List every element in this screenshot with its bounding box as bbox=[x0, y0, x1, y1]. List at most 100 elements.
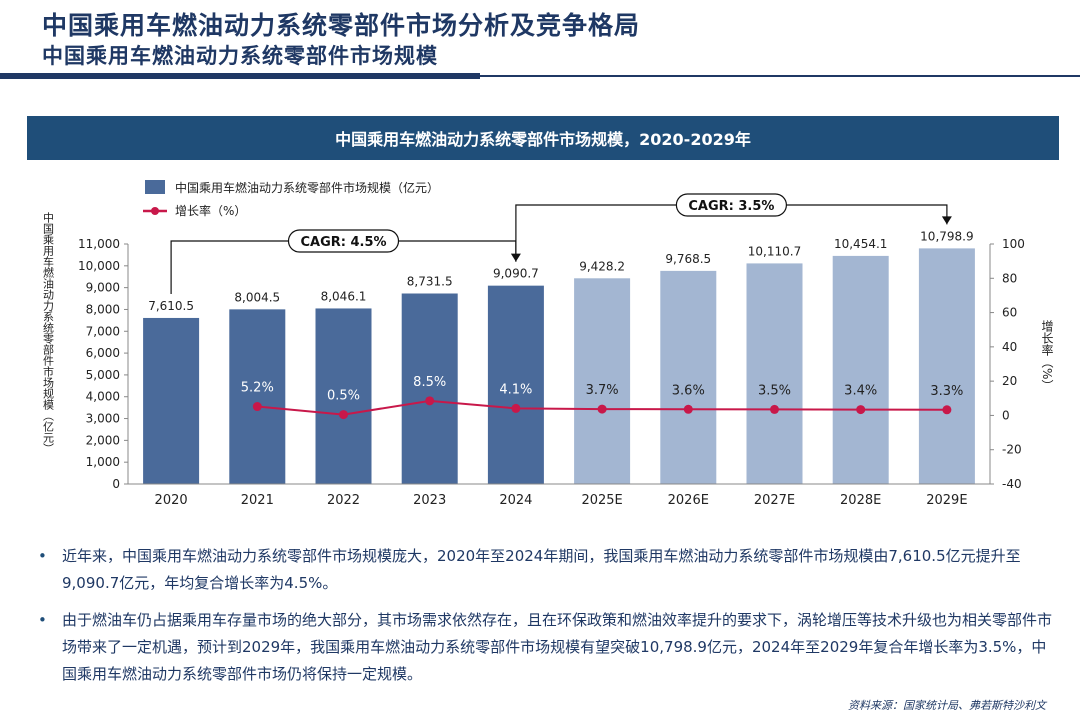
page-subtitle: 中国乘用车燃油动力系统零部件市场规模 bbox=[42, 44, 438, 68]
bar bbox=[918, 248, 975, 484]
x-axis-tick-label: 2023 bbox=[413, 493, 446, 508]
growth-value-label: 8.5% bbox=[413, 375, 446, 390]
bar-value-label: 10,110.7 bbox=[748, 244, 801, 258]
x-axis-tick-label: 2021 bbox=[241, 493, 274, 508]
right-axis: -40 -20 0 20 40 60 80 100 增长率（%） bbox=[989, 237, 1054, 491]
cagr-label: CAGR: 3.5% bbox=[688, 199, 774, 214]
growth-marker bbox=[425, 396, 435, 406]
left-axis-title: 中国乘用车燃油动力系统零部件市场规模（亿元） bbox=[42, 212, 55, 454]
right-axis-tick-label: -20 bbox=[1002, 443, 1022, 457]
bar-series: 7,610.5 8,004.5 8,046.1 8,731.5 9,090.7 9,428… bbox=[143, 229, 975, 484]
left-axis: 0 1,000 2,000 3,000 4,000 5,000 6,000 7,000 8,00… bbox=[42, 212, 129, 491]
bar bbox=[487, 285, 544, 484]
cagr-arrow-icon bbox=[941, 216, 952, 225]
bar-value-label: 9,428.2 bbox=[579, 259, 625, 273]
left-axis-tick-label: 7,000 bbox=[86, 324, 120, 338]
bar bbox=[746, 263, 803, 484]
bar bbox=[832, 255, 889, 484]
x-axis-tick-label: 2028E bbox=[840, 493, 881, 508]
growth-marker bbox=[942, 405, 952, 415]
growth-marker bbox=[770, 404, 779, 414]
bar bbox=[315, 308, 372, 484]
legend-line-label: 增长率（%） bbox=[175, 203, 246, 218]
legend-bar-swatch bbox=[145, 180, 165, 194]
x-axis-tick-label: 2026E bbox=[668, 493, 709, 508]
source-note: 资料来源：国家统计局、弗若斯特沙利文 bbox=[848, 699, 1046, 712]
growth-value-label: 3.6% bbox=[672, 383, 705, 398]
growth-value-label: 5.2% bbox=[241, 381, 274, 396]
right-axis-tick-label: -40 bbox=[1002, 477, 1022, 491]
bar-value-label: 10,798.9 bbox=[920, 229, 973, 243]
growth-value-label: 3.7% bbox=[586, 383, 619, 398]
cagr-label: CAGR: 4.5% bbox=[300, 235, 386, 250]
left-axis-tick-label: 3,000 bbox=[86, 412, 120, 426]
left-axis-tick-label: 8,000 bbox=[86, 302, 120, 316]
x-axis-tick-label: 2027E bbox=[754, 493, 795, 508]
bar bbox=[401, 293, 458, 484]
bar-value-label: 8,004.5 bbox=[234, 290, 280, 304]
right-axis-title: 增长率（%） bbox=[1040, 320, 1054, 392]
right-axis-tick-label: 0 bbox=[1002, 408, 1010, 422]
market-size-chart: 中国乘用车燃油动力系统零部件市场规模（亿元） 增长率（%） 0 1,000 2,000… bbox=[42, 180, 1054, 508]
left-axis-tick-label: 10,000 bbox=[78, 259, 120, 273]
bullet-dot-icon: • bbox=[38, 547, 47, 565]
bullet-text: 由于燃油车仍占据乘用车存量市场的绝大部分，其市场需求依然存在，且在环保政策和燃油… bbox=[62, 611, 1053, 683]
cagr-pill bbox=[675, 193, 788, 217]
left-axis-tick-label: 0 bbox=[112, 477, 120, 491]
left-axis-tick-label: 11,000 bbox=[78, 237, 120, 251]
right-axis-tick-label: 100 bbox=[1002, 237, 1025, 251]
chart-legend: 中国乘用车燃油动力系统零部件市场规模（亿元） 增长率（%） bbox=[143, 180, 439, 218]
header-rule-thin bbox=[480, 75, 1080, 77]
growth-value-label: 3.3% bbox=[930, 384, 963, 399]
bar-value-label: 9,768.5 bbox=[665, 252, 711, 266]
bar-value-label: 7,610.5 bbox=[148, 299, 194, 313]
bar bbox=[574, 278, 631, 484]
bullet-text: 近年来，中国乘用车燃油动力系统零部件市场规模庞大，2020年至2024年期间，我… bbox=[62, 547, 1021, 592]
cagr-annotations: CAGR: 4.5% CAGR: 3.5% bbox=[170, 193, 952, 294]
bullet-item: • 近年来，中国乘用车燃油动力系统零部件市场规模庞大，2020年至2024年期间… bbox=[38, 543, 1058, 597]
bar-value-label: 9,090.7 bbox=[493, 267, 539, 281]
right-axis-tick-label: 60 bbox=[1002, 306, 1017, 320]
legend-line-marker bbox=[151, 207, 159, 215]
bar bbox=[229, 309, 286, 484]
bullet-item: • 由于燃油车仍占据乘用车存量市场的绝大部分，其市场需求依然存在，且在环保政策和… bbox=[38, 607, 1058, 688]
growth-marker bbox=[597, 404, 607, 414]
bullet-list: • 近年来，中国乘用车燃油动力系统零部件市场规模庞大，2020年至2024年期间… bbox=[38, 543, 1058, 698]
growth-marker bbox=[252, 402, 262, 412]
page-title: 中国乘用车燃油动力系统零部件市场分析及竞争格局 bbox=[42, 11, 641, 40]
right-axis-tick-label: 20 bbox=[1002, 374, 1017, 388]
bar-value-label: 8,046.1 bbox=[321, 289, 367, 303]
x-axis: 2020 2021 2022 2023 2024 2025E 2026E 2027E 2028E… bbox=[128, 483, 990, 508]
growth-marker bbox=[339, 410, 348, 420]
chart-title-banner: 中国乘用车燃油动力系统零部件市场规模，2020-2029年 bbox=[27, 116, 1059, 160]
x-axis-tick-label: 2024 bbox=[499, 493, 532, 508]
bullet-dot-icon: • bbox=[38, 611, 47, 629]
growth-marker bbox=[683, 404, 693, 414]
bar bbox=[660, 270, 717, 484]
left-axis-tick-label: 5,000 bbox=[86, 368, 120, 382]
bar-value-label: 10,454.1 bbox=[834, 237, 887, 251]
growth-value-label: 4.1% bbox=[499, 382, 532, 397]
growth-value-label: 0.5% bbox=[327, 389, 360, 404]
bar bbox=[143, 317, 200, 484]
x-axis-tick-label: 2020 bbox=[155, 493, 188, 508]
cagr-pill bbox=[287, 229, 400, 253]
x-axis-tick-label: 2025E bbox=[581, 493, 622, 508]
x-axis-tick-label: 2029E bbox=[926, 493, 967, 508]
growth-marker bbox=[511, 403, 521, 413]
header-rule-thick bbox=[0, 73, 480, 79]
left-axis-tick-label: 9,000 bbox=[86, 281, 120, 295]
legend-bar-label: 中国乘用车燃油动力系统零部件市场规模（亿元） bbox=[175, 180, 439, 195]
growth-marker bbox=[856, 405, 866, 415]
growth-line-series: 5.2% 0.5% 8.5% 4.1% 3.7% 3.6% 3.5% 3.4% 3.3% bbox=[241, 375, 963, 420]
left-axis-tick-label: 1,000 bbox=[86, 455, 120, 469]
left-axis-tick-label: 4,000 bbox=[86, 390, 120, 404]
right-axis-tick-label: 40 bbox=[1002, 340, 1017, 354]
left-axis-tick-label: 6,000 bbox=[86, 346, 120, 360]
right-axis-tick-label: 80 bbox=[1002, 271, 1017, 285]
growth-value-label: 3.4% bbox=[844, 384, 877, 399]
bar-value-label: 8,731.5 bbox=[407, 274, 453, 288]
x-axis-tick-label: 2022 bbox=[327, 493, 360, 508]
left-axis-tick-label: 2,000 bbox=[86, 433, 120, 447]
growth-value-label: 3.5% bbox=[758, 383, 791, 398]
